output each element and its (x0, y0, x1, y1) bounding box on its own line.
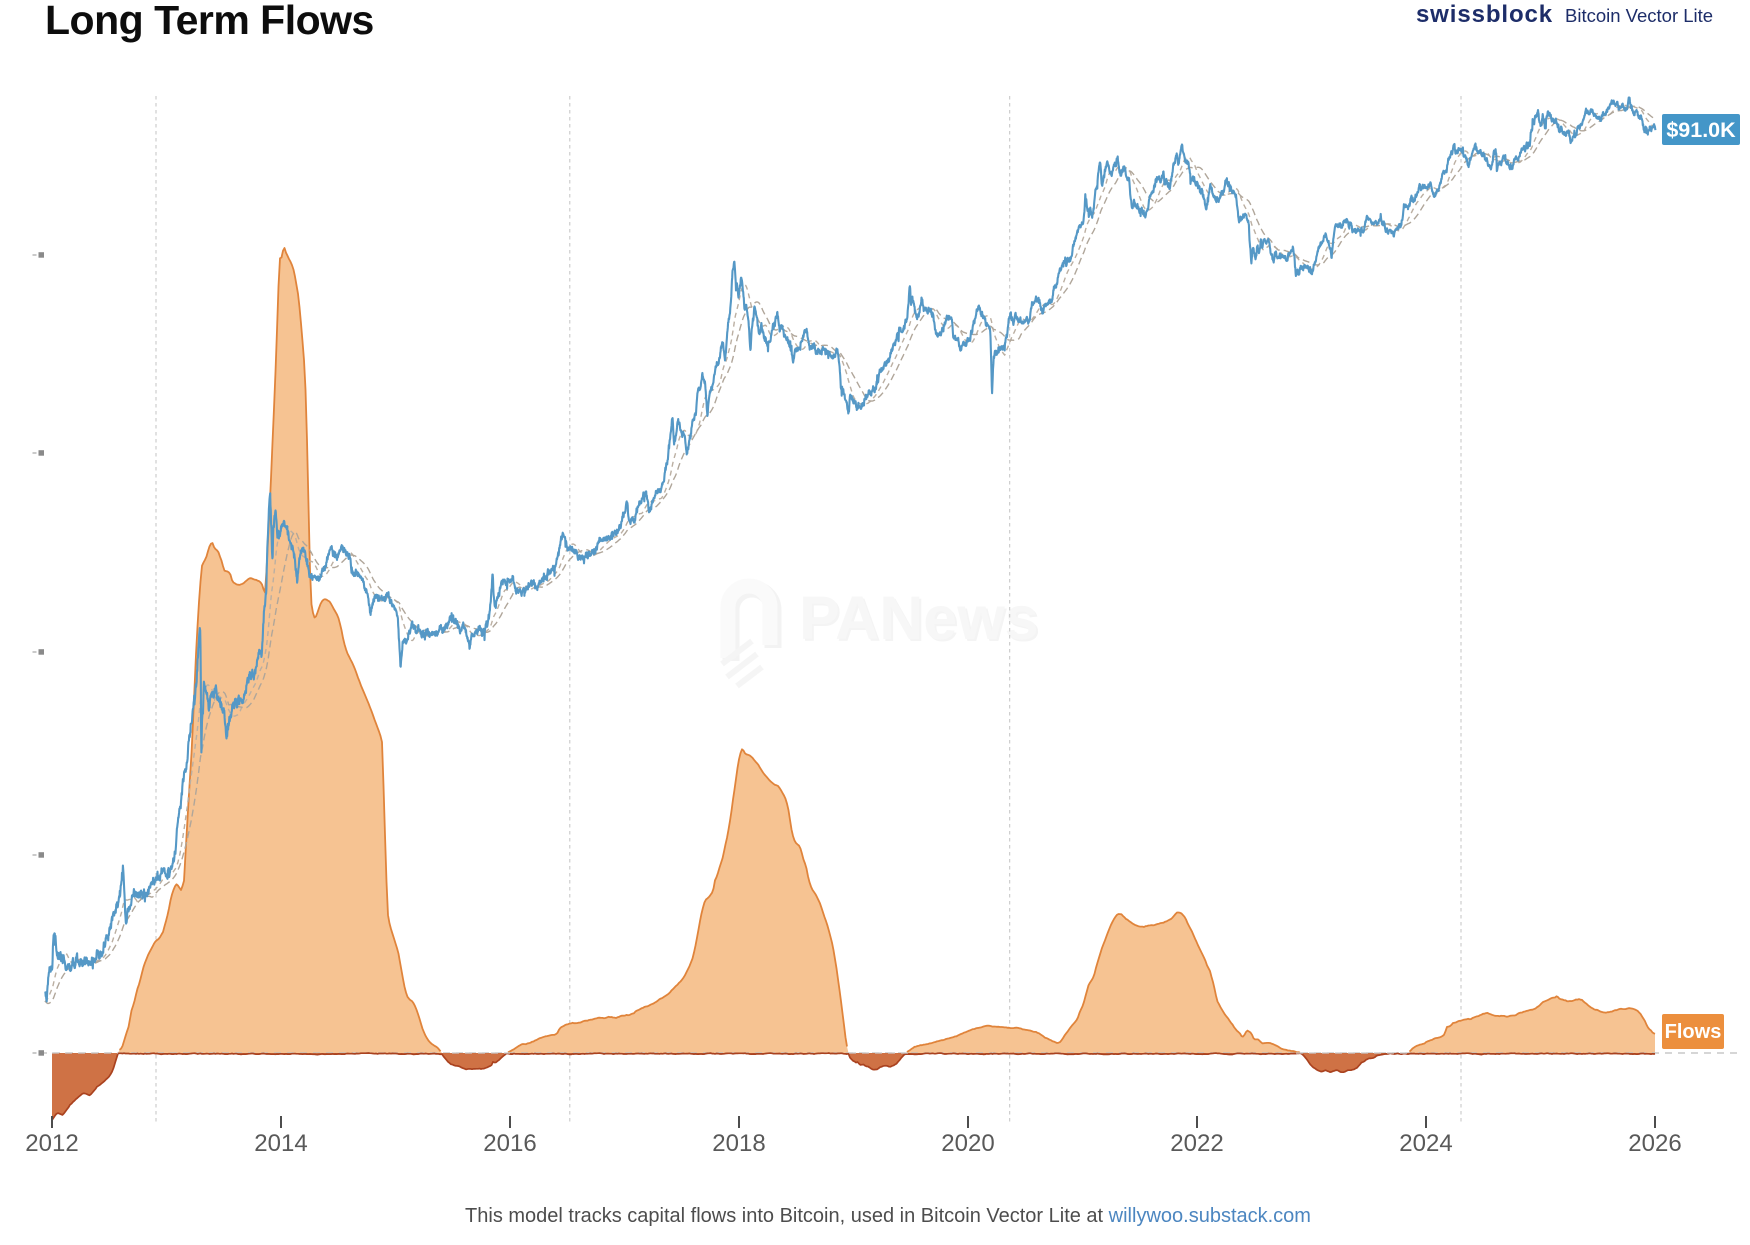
svg-text:PANews: PANews (799, 584, 1039, 652)
svg-text:2012: 2012 (25, 1130, 78, 1157)
svg-text:2020: 2020 (941, 1130, 994, 1157)
svg-text:Bitcoin Vector Lite: Bitcoin Vector Lite (1565, 5, 1713, 26)
svg-text:2026: 2026 (1628, 1130, 1681, 1157)
svg-text:Flows: Flows (1665, 1021, 1722, 1043)
svg-text:$91.0K: $91.0K (1666, 118, 1736, 142)
svg-text:This model tracks capital flow: This model tracks capital flows into Bit… (465, 1205, 1311, 1227)
svg-text:Long Term Flows: Long Term Flows (45, 0, 374, 43)
svg-text:swissblock: swissblock (1416, 1, 1553, 28)
svg-text:2024: 2024 (1399, 1130, 1452, 1157)
svg-text:2014: 2014 (254, 1130, 307, 1157)
svg-text:2018: 2018 (712, 1130, 765, 1157)
svg-text:2016: 2016 (483, 1130, 536, 1157)
svg-text:2022: 2022 (1170, 1130, 1223, 1157)
svg-text:PANews: PANews (801, 586, 1041, 654)
